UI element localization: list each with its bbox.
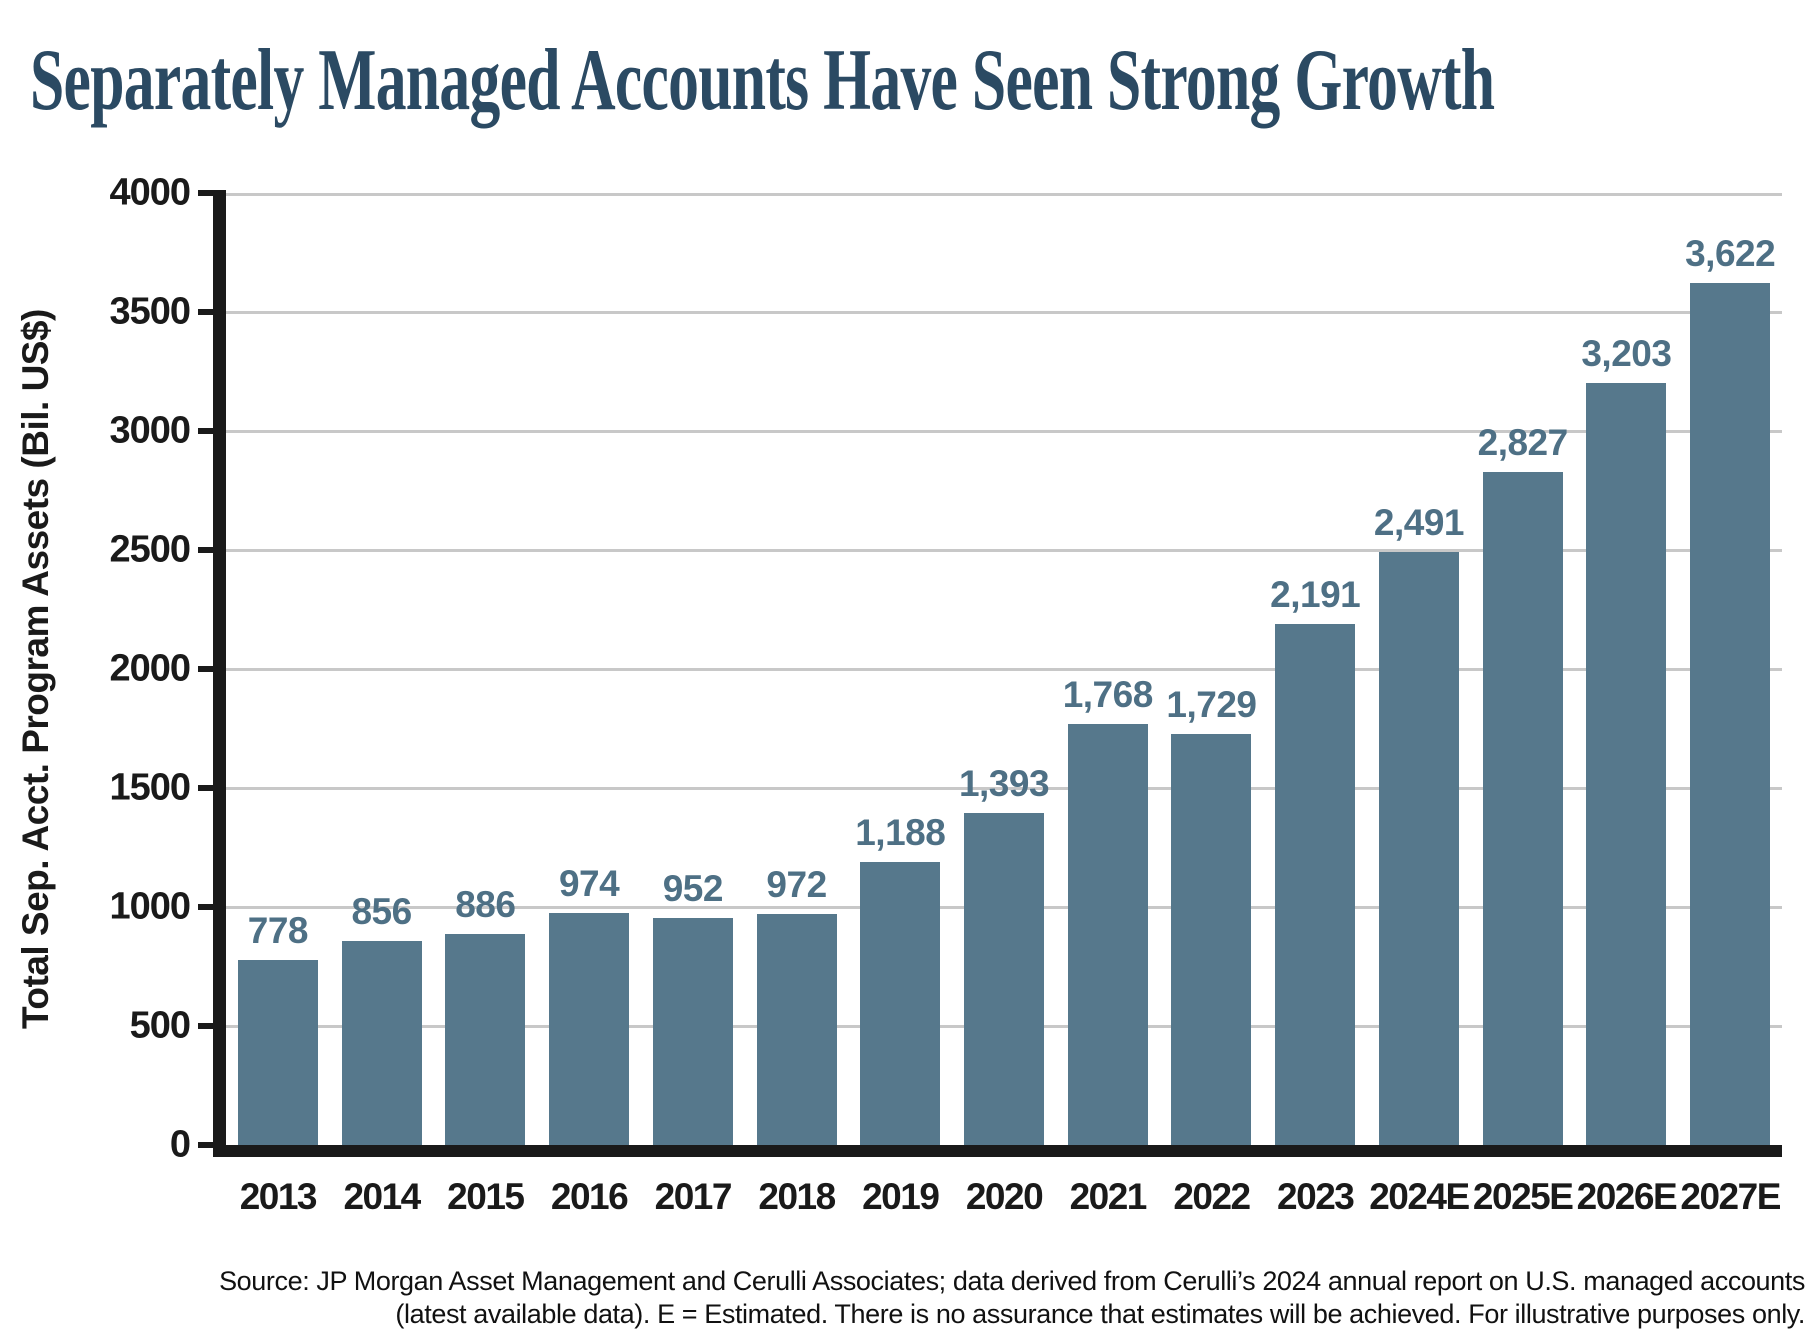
bar-value-label: 3,622 [1685, 232, 1776, 274]
source-line-1: Source: JP Morgan Asset Management and C… [219, 1266, 1805, 1297]
y-tick-label: 1500 [109, 766, 191, 809]
bar-column: 2,491 [1367, 193, 1471, 1145]
bar-value-label: 1,188 [855, 812, 946, 854]
x-tick-label: 2020 [965, 1176, 1044, 1217]
gridline [226, 430, 1782, 433]
bar-value-label: 972 [766, 863, 827, 905]
y-tick-mark [198, 904, 226, 910]
bar [237, 959, 318, 1145]
y-tick-label: 2500 [109, 528, 191, 571]
y-tick-mark [198, 666, 226, 672]
bar [860, 862, 941, 1145]
bar-value-label: 1,729 [1166, 683, 1257, 725]
bar [1171, 733, 1252, 1145]
bar [1067, 724, 1148, 1145]
y-tick-mark [198, 547, 226, 553]
bar-column: 974 [537, 193, 641, 1145]
bar-value-label: 3,203 [1581, 332, 1672, 374]
bar-column: 1,768 [1056, 193, 1160, 1145]
x-tick-label: 2015 [447, 1176, 525, 1217]
bar-column: 778 [226, 193, 330, 1145]
bar [1586, 382, 1667, 1145]
y-tick-label: 3500 [109, 290, 191, 333]
y-tick-mark [198, 428, 226, 434]
bar-value-label: 886 [455, 884, 516, 926]
x-tick-label: 2014 [343, 1176, 421, 1217]
bar [445, 934, 526, 1145]
y-tick-mark [198, 309, 226, 315]
x-tick-label: 2013 [239, 1176, 318, 1217]
bar-value-label: 2,491 [1373, 502, 1465, 544]
y-axis-spine [213, 193, 226, 1157]
gridline [226, 549, 1782, 552]
bar [1275, 623, 1356, 1145]
x-tick-label: 2016 [550, 1176, 629, 1217]
bar-column: 3,622 [1678, 193, 1782, 1145]
bar [549, 913, 630, 1145]
y-tick-label: 3000 [109, 409, 191, 452]
bar [652, 918, 733, 1145]
x-tick-label: 2021 [1069, 1176, 1148, 1217]
y-tick-mark [198, 1142, 226, 1148]
gridline [226, 193, 1782, 196]
x-tick-label: 2027E [1680, 1176, 1781, 1217]
bar-value-label: 1,393 [958, 763, 1050, 805]
y-tick-label: 500 [129, 1004, 191, 1047]
y-tick-label: 4000 [109, 171, 191, 214]
y-axis-ticks: 0 500 1000 1500 2000 2500 3000 3500 4000 [0, 172, 226, 1166]
bar-column: 3,203 [1575, 193, 1679, 1145]
bar-column: 2,191 [1263, 193, 1367, 1145]
bar [756, 913, 837, 1145]
bar [1690, 282, 1771, 1145]
bar-column: 2,827 [1471, 193, 1575, 1145]
bar-value-label: 974 [558, 863, 620, 905]
bar-value-label: 952 [662, 868, 724, 910]
x-tick-label: 2024E [1369, 1176, 1470, 1217]
x-axis-baseline [213, 1145, 1782, 1157]
y-tick-mark [198, 1023, 226, 1029]
x-tick-label: 2019 [862, 1176, 940, 1217]
x-tick-label: 2026E [1576, 1176, 1678, 1217]
y-tick-label: 2000 [109, 647, 191, 690]
x-tick-label: 2025E [1472, 1176, 1574, 1217]
gridline [226, 668, 1782, 671]
y-tick-label: 1000 [109, 885, 191, 928]
bar-column: 1,393 [952, 193, 1056, 1145]
bar-column: 886 [433, 193, 537, 1145]
chart-title: Separately Managed Accounts Have Seen St… [30, 32, 1495, 129]
y-tick-mark [198, 190, 226, 196]
bar-value-label: 778 [247, 909, 309, 951]
bar-value-label: 2,191 [1270, 573, 1361, 615]
bar-value-label: 1,768 [1062, 674, 1154, 716]
source-note: Source: JP Morgan Asset Management and C… [219, 1265, 1805, 1331]
bar-value-label: 2,827 [1477, 422, 1569, 464]
bars-layer: 778 856 886 974 952 972 1,188 1,393 1,768 1,729 2,… [226, 193, 1782, 1145]
gridline [226, 787, 1782, 790]
bar-column: 1,188 [848, 193, 952, 1145]
bar [1482, 472, 1563, 1145]
bar-column: 972 [745, 193, 849, 1145]
x-axis-labels: 2013 2014 2015 2016 2017 2018 2019 2020 2021 2022… [226, 1176, 1782, 1218]
y-tick-mark [198, 785, 226, 791]
x-tick-label: 2022 [1173, 1176, 1251, 1217]
bar [341, 941, 422, 1145]
bar [1378, 552, 1459, 1145]
bar-column: 856 [330, 193, 434, 1145]
bar [964, 813, 1044, 1145]
bar-column: 952 [641, 193, 745, 1145]
x-tick-label: 2018 [758, 1176, 836, 1217]
x-tick-label: 2017 [654, 1176, 733, 1217]
x-tick-label: 2023 [1277, 1176, 1355, 1217]
bar-value-label: 856 [351, 891, 412, 933]
bar-column: 1,729 [1160, 193, 1264, 1145]
y-tick-label: 0 [169, 1123, 191, 1166]
source-line-2: (latest available data). E = Estimated. … [395, 1299, 1805, 1330]
gridline [226, 311, 1782, 314]
